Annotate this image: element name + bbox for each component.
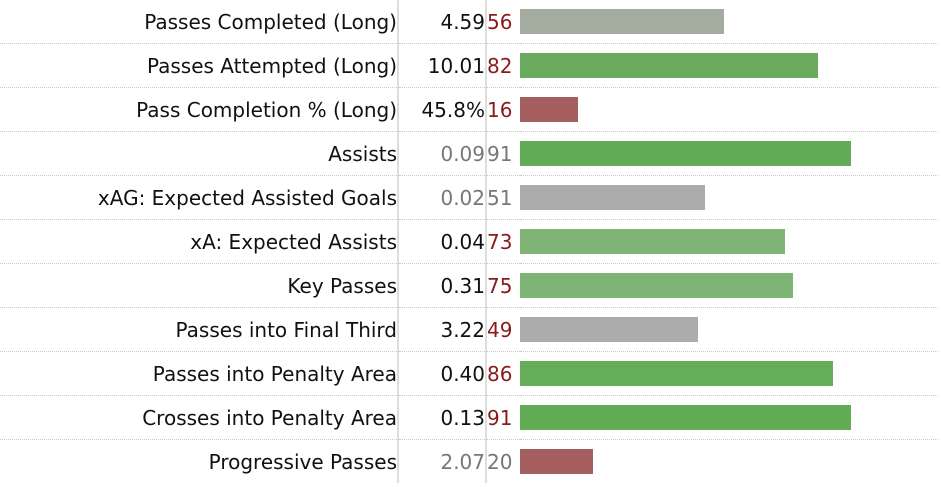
- stat-label: Progressive Passes: [0, 439, 399, 483]
- bar-cell: [520, 351, 938, 396]
- per90-value: 0.13: [398, 395, 487, 440]
- percentile-bar: [520, 229, 785, 254]
- percentile-value: 86: [486, 351, 520, 396]
- per90-value: 4.59: [398, 0, 487, 44]
- stat-label: Passes Completed (Long): [0, 0, 399, 44]
- bar-cell: [520, 43, 938, 88]
- bar-cell: [520, 307, 938, 352]
- percentile-bar: [520, 273, 793, 298]
- percentile-value: 16: [486, 87, 520, 132]
- table-row: Progressive Passes 2.07 20: [0, 439, 938, 483]
- bar-cell: [520, 131, 938, 176]
- percentile-value: 75: [486, 263, 520, 308]
- table-row: Crosses into Penalty Area 0.13 91: [0, 395, 938, 440]
- bar-cell: [520, 395, 938, 440]
- percentile-value: 82: [486, 43, 520, 88]
- bar-cell: [520, 175, 938, 220]
- table-row: Assists 0.09 91: [0, 131, 938, 176]
- percentile-value: 56: [486, 0, 520, 44]
- percentile-bar: [520, 97, 578, 122]
- table-row: xA: Expected Assists 0.04 73: [0, 219, 938, 264]
- bar-cell: [520, 87, 938, 132]
- stat-label: xAG: Expected Assisted Goals: [0, 175, 399, 220]
- per90-value: 0.04: [398, 219, 487, 264]
- percentile-bar: [520, 405, 851, 430]
- percentile-bar: [520, 53, 818, 78]
- percentile-bar: [520, 9, 724, 34]
- stat-label: Pass Completion % (Long): [0, 87, 399, 132]
- stat-label: Passes into Final Third: [0, 307, 399, 352]
- per90-value: 2.07: [398, 439, 487, 483]
- bar-cell: [520, 219, 938, 264]
- stat-label: Assists: [0, 131, 399, 176]
- stat-label: xA: Expected Assists: [0, 219, 399, 264]
- bar-cell: [520, 440, 938, 483]
- percentile-value: 73: [486, 219, 520, 264]
- percentile-value: 51: [486, 175, 520, 220]
- percentile-value: 20: [487, 449, 513, 474]
- table-row: Passes into Penalty Area 0.40 86: [0, 351, 938, 396]
- stat-label: Key Passes: [0, 263, 399, 308]
- stat-label: Passes Attempted (Long): [0, 43, 399, 88]
- stat-label: Crosses into Penalty Area: [0, 395, 399, 440]
- per90-value: 0.31: [398, 263, 487, 308]
- table-row: Passes into Final Third 3.22 49: [0, 307, 938, 352]
- per90-value: 45.8%: [398, 87, 487, 132]
- per90-value: 0.40: [398, 351, 487, 396]
- percentile-value: 91: [486, 131, 520, 176]
- table-row: Passes Completed (Long) 4.59 56: [0, 0, 938, 44]
- per90-value: 0.09: [398, 131, 487, 176]
- percentile-bar: [520, 317, 698, 342]
- table-row: Passes Attempted (Long) 10.01 82: [0, 43, 938, 88]
- stat-label: Passes into Penalty Area: [0, 351, 399, 396]
- percentile-bar: [520, 361, 833, 386]
- percentile-bar: [520, 185, 705, 210]
- bar-cell: [520, 0, 938, 44]
- percentile-value: 91: [486, 395, 520, 440]
- percentile-bar: [520, 141, 851, 166]
- per90-value: 3.22: [398, 307, 487, 352]
- table-row: xAG: Expected Assisted Goals 0.02 51: [0, 175, 938, 220]
- bar-cell: [520, 263, 938, 308]
- per90-value: 10.01: [398, 43, 487, 88]
- percentile-bar: [520, 449, 593, 474]
- table-row: Key Passes 0.31 75: [0, 263, 938, 308]
- percentile-value: 49: [486, 307, 520, 352]
- table-row: Pass Completion % (Long) 45.8% 16: [0, 87, 938, 132]
- per90-value: 0.02: [398, 175, 487, 220]
